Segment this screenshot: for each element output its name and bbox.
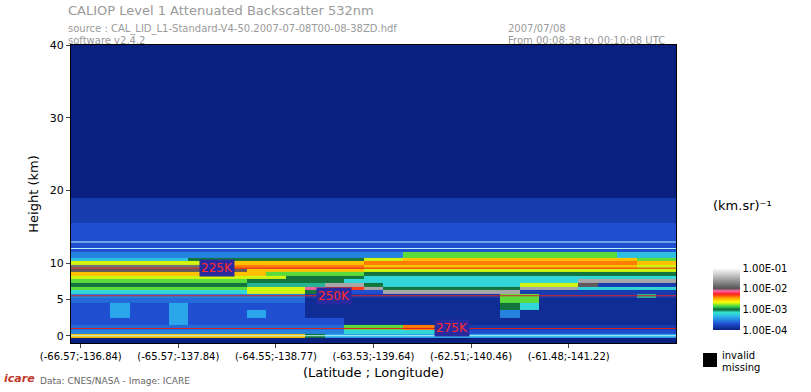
html-text:From 00:08:38 to 00:10:08 UTC: From 00:08:38 to 00:10:08 UTC	[508, 35, 666, 46]
svg-text:(-61.48;-141.22): (-61.48;-141.22)	[528, 351, 610, 362]
svg-text:20: 20	[50, 184, 64, 197]
svg-text:(-64.55;-138.77): (-64.55;-138.77)	[235, 351, 317, 362]
svg-text:30: 30	[50, 112, 64, 125]
svg-text:(-62.51;-140.46): (-62.51;-140.46)	[430, 351, 512, 362]
svg-text:1.00E-01: 1.00E-01	[743, 263, 788, 274]
html-text:invalid: invalid	[722, 350, 756, 361]
svg-text:40: 40	[50, 39, 64, 52]
svg-text:225K: 225K	[201, 261, 233, 275]
svg-text:(Latitude ; Longitude): (Latitude ; Longitude)	[303, 365, 444, 380]
html-text:CALIOP Level 1 Attenuated Back: CALIOP Level 1 Attenuated Backscatter 53…	[68, 3, 374, 18]
html-text:Data: CNES/NASA - Image: ICARE: Data: CNES/NASA - Image: ICARE	[40, 376, 190, 386]
svg-text:250K: 250K	[318, 289, 350, 303]
svg-text:(-65.57;-137.84): (-65.57;-137.84)	[137, 351, 219, 362]
svg-text:0: 0	[57, 330, 64, 343]
svg-text:Height (km): Height (km)	[26, 155, 41, 232]
html-text:source : CAL_LID_L1-Standard-V: source : CAL_LID_L1-Standard-V4-50.2007-…	[68, 23, 397, 34]
svg-text:1.00E-02: 1.00E-02	[743, 283, 788, 294]
svg-text:(km.sr)⁻¹: (km.sr)⁻¹	[713, 198, 772, 213]
svg-text:(-63.53;-139.64): (-63.53;-139.64)	[332, 351, 414, 362]
svg-text:1.00E-03: 1.00E-03	[743, 304, 788, 315]
html-text:2007/07/08: 2007/07/08	[508, 23, 566, 34]
html-text:missing: missing	[722, 362, 761, 373]
html-text:icare: icare	[4, 372, 35, 385]
svg-text:(-66.57;-136.84): (-66.57;-136.84)	[40, 351, 122, 362]
svg-text:5: 5	[57, 293, 64, 306]
svg-text:10: 10	[50, 257, 64, 270]
svg-text:1.00E-04: 1.00E-04	[743, 325, 788, 336]
html-text:software v2.4.2: software v2.4.2	[68, 35, 146, 46]
svg-text:275K: 275K	[436, 321, 468, 335]
